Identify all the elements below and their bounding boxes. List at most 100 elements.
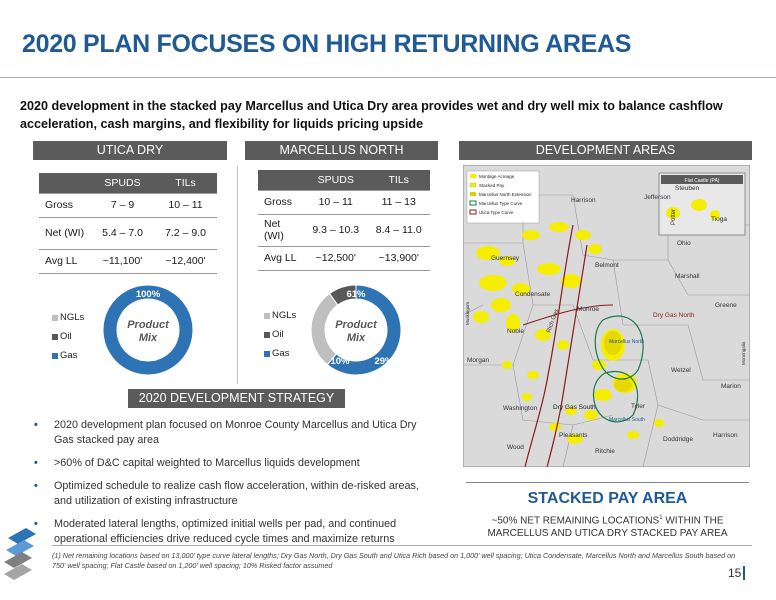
map-label: Pleasants [559,432,588,439]
legend-label: NGLs [60,312,85,323]
legend-label: Montage Acreage [479,174,515,179]
donut-slice-gas [102,284,194,376]
marcellus-table: SPUDS TILs Gross 10 – 11 11 – 13 Net (WI… [258,170,430,271]
legend-swatch [52,314,58,321]
list-item: • Moderated lateral lengths, optimized in… [34,517,424,547]
map-label: Ohio [677,240,691,247]
map-label: Morgan [467,357,489,364]
bullet-icon: • [34,419,38,431]
map-label: Tioga [711,216,727,223]
list-item: • Optimized schedule to realize cash flow… [34,479,424,509]
page-number: 15 [728,566,742,580]
section-header-marcellus: MARCELLUS NORTH [245,141,438,160]
col-header-spuds: SPUDS [304,170,368,190]
map-label: Dry Gas South [553,404,596,411]
logo-shape [8,528,36,544]
table-cell: ~12,500' [304,246,368,271]
legend-label: Marcellus Type Curve [479,201,523,206]
table-corner [258,170,304,190]
col-header-spuds: SPUDS [91,173,154,193]
legend-swatch [469,209,477,215]
legend-label: Oil [272,329,284,340]
table-cell: ~13,900' [367,246,430,271]
map-label: Dry Gas North [653,312,695,319]
table-cell: 7 – 9 [91,192,154,218]
map-label: Greene [715,302,737,309]
map-label: Monroe [577,306,599,313]
map-label: Muskingum [465,302,470,325]
table-cell: 10 – 11 [304,189,368,215]
footnote: (1) Net remaining locations based on 13,… [52,551,736,570]
table-cell: ~11,100' [91,249,154,274]
table-cell: 10 – 11 [154,192,217,218]
legend-swatch [469,200,477,206]
list-item-text: >60% of D&C capital weighted to Marcellu… [54,457,360,469]
map-label: Noble [507,328,524,335]
logo-shape [4,564,32,580]
legend-item: Gas [264,344,296,363]
section-header-utica: UTICA DRY [33,141,227,160]
section-header-areas: DEVELOPMENT AREAS [459,141,752,160]
table-corner [39,173,91,193]
table-cell: 8.4 – 11.0 [367,214,430,247]
acreage-areas [473,199,720,444]
utica-type-curve-line [546,244,588,467]
legend-swatch [52,352,58,359]
map-label: Jefferson [644,194,671,201]
map-label: Belmont [595,262,619,269]
stacked-pay-line1: ~50% NET REMAINING LOCATIONS [491,515,660,527]
list-item: • 2020 development plan focused on Monroe… [34,418,424,448]
donut-slice-ngls [310,292,339,366]
legend-swatch [52,333,58,340]
section-header-strategy: 2020 DEVELOPMENT STRATEGY [128,389,345,408]
donut-center-label: Product [335,319,378,331]
company-logo [4,528,36,580]
table-cell: 9.3 – 10.3 [304,214,368,247]
list-item-text: Moderated lateral lengths, optimized ini… [54,518,397,545]
page-title: 2020 PLAN FOCUSES ON HIGH RETURNING AREA… [22,30,632,58]
legend-swatch [470,192,476,196]
column-divider [237,166,238,384]
legend-label: Marcellus North Extension [479,192,532,197]
map-label: Tyler [631,403,646,410]
bullet-icon: • [34,518,38,530]
map-label: Steuben [675,185,700,192]
marcellus-legend: NGLs Oil Gas [264,306,296,363]
donut-center-label: Mix [139,332,158,344]
legend-swatch [264,312,270,319]
page-number-accent [743,566,745,580]
map-label: Ritchie [595,448,615,455]
map-legend-box [466,170,540,224]
map-label: Harrison [571,197,596,204]
legend-label: Gas [60,350,78,361]
marcellus-south-outline [592,370,639,423]
logo-shape [4,552,32,568]
bullet-icon: • [34,480,38,492]
data-label-gas: 100% [136,289,161,300]
legend-item: Oil [264,325,296,344]
legend-swatch [470,174,476,178]
utica-table: SPUDS TILs Gross 7 – 9 10 – 11 Net (WI) … [39,173,217,274]
map-label: Harrison [713,432,738,439]
map-legend: Montage Acreage Stacked Pay Marcellus No… [469,174,532,215]
stacked-pay-line1b: WITHIN THE [662,515,724,527]
donut-center-label: Product [127,319,170,331]
stacked-pay-areas [604,331,632,392]
legend-swatch [469,182,477,188]
data-label-gas: 61% [346,289,366,300]
map-label: Wood [507,444,524,451]
map-label: Monongalia [741,341,746,365]
legend-item: Oil [52,327,84,346]
footnote-marker: 1 [659,515,663,521]
map-label: Washington [503,405,537,412]
utica-type-curve-line [524,224,574,467]
map-label: Marcellus South [609,417,645,423]
logo-shape [6,540,34,556]
legend-label: Gas [272,348,290,359]
strategy-list: • 2020 development plan focused on Monroe… [34,418,424,555]
map-label: Marcellus North [609,339,644,345]
title-divider [0,77,776,78]
map-label: Marion [721,383,741,390]
map-label: Wetzel [671,367,691,374]
